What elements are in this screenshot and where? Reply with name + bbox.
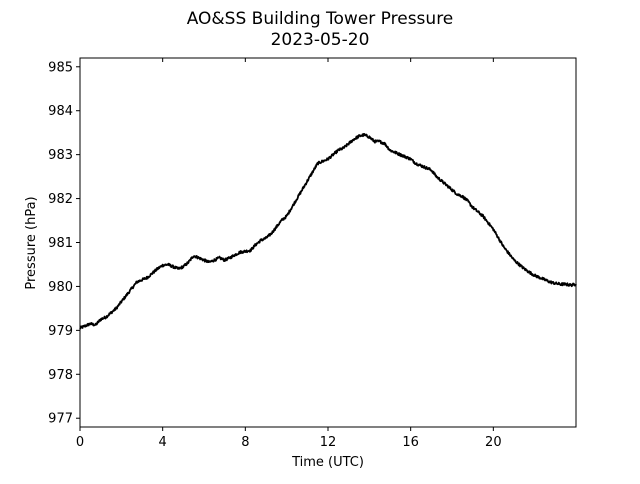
x-tick-label: 12 <box>320 435 337 450</box>
x-tick-label: 20 <box>485 435 502 450</box>
y-tick-label: 984 <box>48 104 73 119</box>
y-tick-label: 982 <box>48 192 73 207</box>
y-axis-label: Pressure (hPa) <box>24 196 39 289</box>
x-tick-label: 8 <box>241 435 249 450</box>
chart-title: AO&SS Building Tower Pressure <box>187 9 454 29</box>
plot-area-frame <box>79 57 577 428</box>
y-tick-label: 979 <box>48 324 73 339</box>
x-axis-ticks: 0 4 8 12 16 20 <box>76 58 502 450</box>
x-axis-label: Time (UTC) <box>291 455 364 470</box>
y-tick-label: 985 <box>48 60 73 75</box>
chart-subtitle: 2023-05-20 <box>271 30 370 50</box>
y-tick-label: 981 <box>48 236 73 251</box>
pressure-series-line <box>79 132 577 330</box>
y-tick-label: 977 <box>48 412 73 427</box>
y-tick-label: 978 <box>48 368 73 383</box>
x-tick-label: 16 <box>402 435 419 450</box>
y-tick-label: 980 <box>48 280 73 295</box>
x-tick-label: 4 <box>159 435 167 450</box>
x-tick-label: 0 <box>76 435 84 450</box>
y-axis-ticks: 977 978 979 980 981 982 983 984 985 <box>48 60 80 427</box>
y-tick-label: 983 <box>48 148 73 163</box>
